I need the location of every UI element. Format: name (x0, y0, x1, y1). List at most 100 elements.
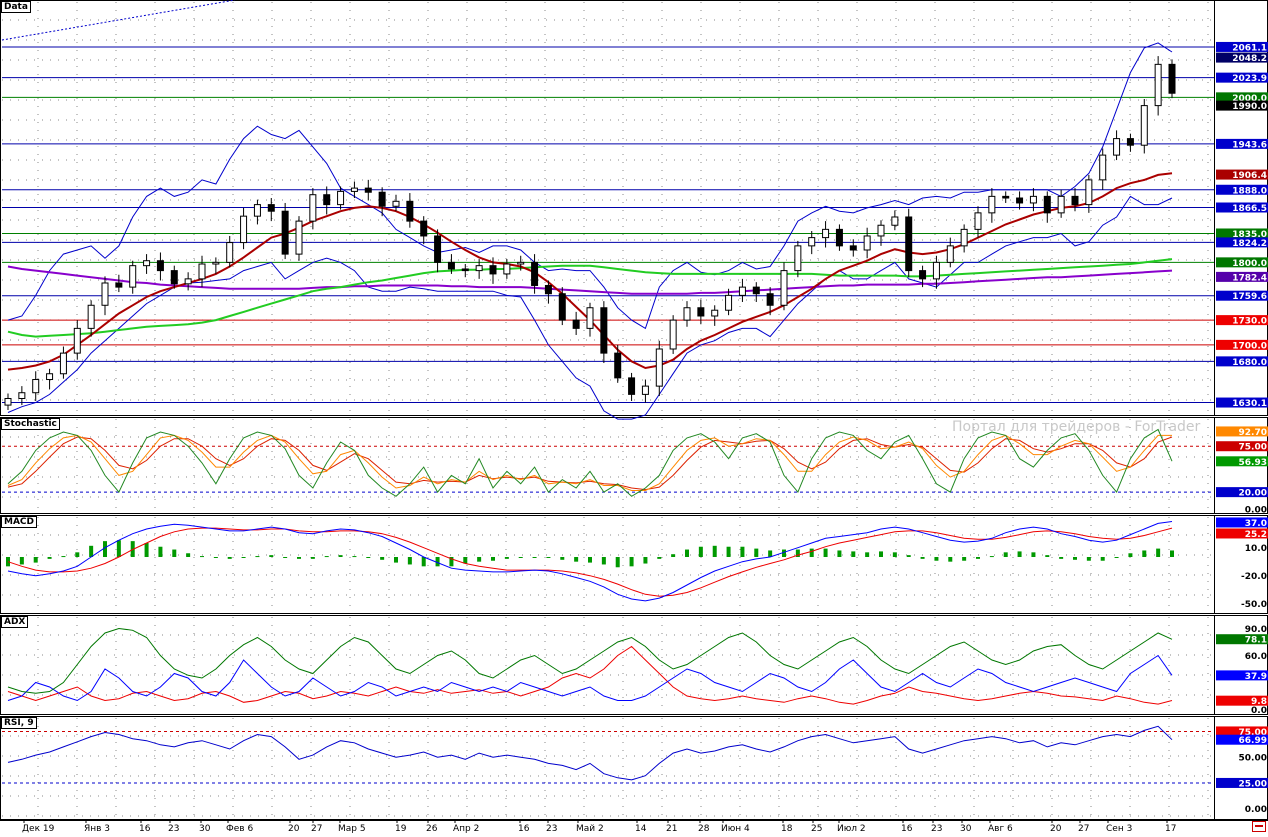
macd-hist-bar (269, 555, 274, 557)
macd-hist-bar (934, 557, 939, 561)
panel-frame (0, 716, 1268, 820)
price-label: 2048.2 (1232, 54, 1267, 64)
macd-hist-bar (421, 557, 426, 567)
macd-hist-bar (103, 541, 107, 557)
x-tick-label: 16 (518, 824, 530, 834)
stoch-level-label: 20.00 (1239, 489, 1267, 499)
macd-hist-bar (1156, 548, 1161, 557)
macd-hist-bar (172, 549, 177, 557)
close-chart-button[interactable] (1252, 821, 1266, 832)
macd-hist-bar (33, 557, 38, 563)
panel-frame (0, 615, 1268, 715)
macd-hist-bar (1142, 550, 1147, 557)
macd-hist-bar (366, 557, 371, 558)
price-label: 1700.0 (1232, 341, 1267, 351)
candle-body (711, 309, 719, 317)
macd-hist-bar (1086, 557, 1091, 561)
adx-level-label: 9.8 (1251, 697, 1267, 707)
minus-di-line (7, 645, 1173, 705)
candle-body (988, 195, 996, 214)
macd-hist-bar (1059, 557, 1064, 559)
price-label: 1990.0 (1232, 102, 1267, 112)
candle-body (73, 327, 81, 354)
macd-hist-bar (615, 557, 620, 568)
x-tick-label: Июн 4 (721, 824, 750, 834)
x-tick-label: 30 (199, 824, 211, 834)
price-label: 1730.0 (1232, 317, 1267, 327)
macd-hist-bar (1045, 555, 1050, 557)
x-tick-label: 21 (666, 824, 677, 834)
rsi-level-label: 25.00 (1239, 779, 1267, 789)
candle-body (101, 282, 109, 306)
price-label: 2023.9 (1232, 74, 1267, 84)
macd-hist-bar (89, 545, 94, 557)
macd-hist-bar (657, 557, 662, 559)
candle-body (1043, 195, 1051, 214)
macd-hist-bar (477, 557, 482, 562)
rsi-label-box (1216, 777, 1268, 788)
rsi-label-box (1216, 726, 1268, 737)
adx-level-label: 90.0 (1245, 625, 1267, 635)
candle-body (531, 261, 539, 286)
candle-body (586, 307, 594, 329)
adx-label-box (1216, 695, 1268, 706)
candle-body (1168, 63, 1176, 94)
candle-body (46, 373, 54, 381)
price-label-box (1216, 52, 1268, 63)
rsi-panel-title: RSI, 9 (1, 717, 37, 729)
candle-body (558, 293, 566, 321)
rsi-level-label: 50.00 (1239, 754, 1267, 764)
candle-body (434, 235, 442, 263)
macd-hist-bar (532, 557, 537, 558)
macd-hist-bar (726, 546, 731, 557)
macd-hist-bar (283, 557, 288, 558)
price-label-box (1216, 41, 1268, 52)
candle-body (4, 397, 12, 406)
macd-hist-bar (754, 548, 759, 557)
macd-hist-bar (976, 557, 980, 559)
macd-hist-bar (920, 557, 925, 559)
candle-body (905, 216, 913, 272)
candle-body (129, 265, 137, 288)
macd-hist-bar (435, 557, 440, 567)
candle-body (835, 228, 843, 247)
macd-hist-bar (989, 556, 994, 558)
macd-hist-bar (629, 557, 634, 567)
macd-hist-bar (892, 552, 897, 557)
candle-body (503, 263, 511, 275)
price-label: 1824.2 (1232, 239, 1267, 249)
candle-body (1126, 138, 1134, 146)
price-label-box (1216, 138, 1268, 149)
candle-body (544, 284, 552, 295)
watermark-text: Портал для трейдеров - ForTrader (952, 419, 1201, 435)
candle-body (614, 352, 622, 379)
candle-body (212, 261, 220, 265)
x-tick-label: 14 (635, 824, 647, 834)
macd-hist-bar (491, 557, 495, 561)
x-tick-label: 23 (931, 824, 942, 834)
candle-body (794, 245, 802, 272)
x-tick-label: Дек 19 (22, 824, 55, 834)
candle-body (572, 319, 580, 329)
macd-hist-bar (823, 548, 828, 557)
stoch-label-box (1216, 456, 1268, 467)
x-tick-label: 19 (395, 824, 407, 834)
macd-level-label: 10.0 (1245, 544, 1267, 554)
price-label: 2061.1 (1232, 43, 1267, 53)
price-label: 1888.0 (1232, 186, 1267, 196)
candle-body (420, 220, 428, 237)
candle-body (447, 261, 455, 270)
candle-body (170, 270, 178, 285)
price-label: 1630.1 (1232, 399, 1267, 409)
candle-body (655, 348, 663, 387)
price-label: 2000.0 (1232, 94, 1267, 104)
panel-frame (0, 515, 1268, 614)
macd-hist-bar (906, 555, 911, 557)
macd-hist-bar (6, 557, 10, 567)
candle-body (697, 307, 705, 317)
macd-hist-bar (1031, 552, 1036, 557)
x-tick-label: 27 (311, 824, 322, 834)
macd-hist-bar (962, 557, 967, 561)
